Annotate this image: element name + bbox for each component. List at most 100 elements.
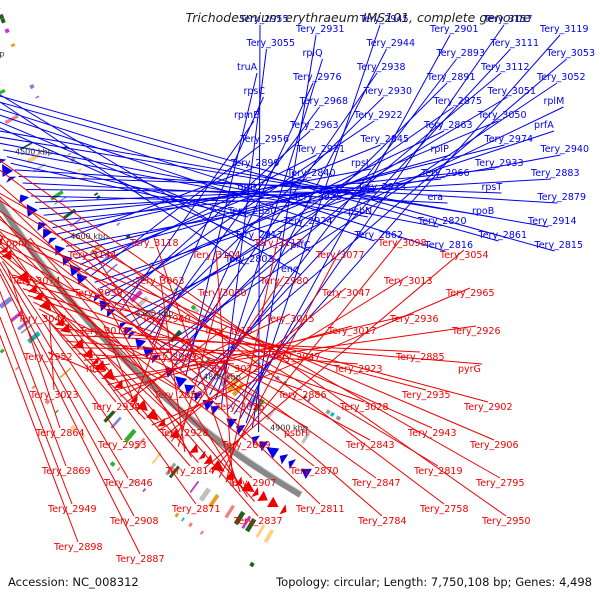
- forward-gene-label: Tery_2901: [429, 24, 479, 35]
- feature-block: [103, 410, 116, 423]
- feature-block: [35, 95, 40, 99]
- leader-line: [43, 315, 117, 403]
- forward-gene-label: Tery_2803: [224, 254, 274, 265]
- reverse-gene-label: Tery_2819: [413, 466, 463, 477]
- reverse-gene-label: Tery_2949: [47, 504, 97, 515]
- reverse-gene-label: Tery_2926: [451, 326, 501, 337]
- forward-gene-label: Tery_2817: [234, 230, 284, 241]
- reverse-gene-label: Tery_2869: [41, 466, 91, 477]
- leader-line: [10, 162, 249, 218]
- feature-block: [44, 398, 51, 405]
- reverse-gene-label: Tery_2943: [407, 428, 457, 439]
- gene-arrow: [26, 204, 38, 217]
- leader-line: [0, 234, 433, 429]
- reverse-gene-label: Tery_2960: [141, 314, 191, 325]
- forward-gene-label: rpsT: [482, 182, 503, 193]
- leader-line: [197, 48, 511, 386]
- feature-block: [0, 348, 5, 354]
- reverse-gene-label: Tery_3045: [265, 314, 315, 325]
- leader-line: [66, 340, 359, 365]
- forward-gene-label: Tery_2862: [354, 230, 404, 241]
- leader-line: [0, 218, 315, 467]
- leader-line: [0, 233, 197, 505]
- leader-line: [14, 169, 558, 204]
- forward-gene-label: Tery_2933: [474, 158, 524, 169]
- genome-backbone-highlight: [0, 196, 303, 493]
- forward-gene-label: Tery_3157: [483, 14, 533, 25]
- reverse-gene-label: pyrG: [458, 364, 481, 375]
- feature-block: [10, 43, 16, 48]
- feature-block: [245, 517, 257, 533]
- forward-gene-label: Tery_2879: [537, 192, 587, 203]
- gene-arrow: [198, 450, 206, 460]
- leader-line: [2, 260, 123, 441]
- feature-block: [181, 517, 185, 522]
- leader-line: [107, 313, 415, 386]
- feature-block: [194, 308, 200, 314]
- feature-block: [54, 409, 59, 414]
- forward-gene-label: Tery_2845: [360, 134, 410, 145]
- feature-block: [307, 397, 312, 403]
- reverse-gene-label: Tery_3039: [73, 288, 123, 299]
- forward-gene-label: Tery_2830: [227, 206, 277, 217]
- feature-block: [199, 530, 204, 535]
- feature-block: [116, 467, 121, 472]
- gene-arrow: [184, 384, 195, 395]
- gene-arrow: [55, 245, 66, 256]
- forward-gene-label: prfA: [534, 120, 554, 131]
- feature-block: [255, 524, 266, 538]
- forward-gene-label: Tery_2944: [366, 38, 416, 49]
- reverse-gene-label: Tery_2814: [165, 466, 215, 477]
- feature-block: [124, 428, 137, 443]
- reverse-gene-label: Tery_2795: [475, 478, 525, 489]
- feature-block: [151, 451, 162, 465]
- reverse-gene-label: Tery_2965: [445, 288, 495, 299]
- leader-line: [47, 351, 96, 373]
- leader-line: [0, 246, 309, 429]
- reverse-gene-label: Tery_2898: [53, 542, 103, 553]
- reverse-gene-label: Tery_2907: [227, 478, 277, 489]
- reverse-gene-label: Tery_2811: [295, 504, 345, 515]
- forward-gene-label: rpsC: [244, 86, 266, 97]
- forward-gene-label: Tery_2914: [527, 216, 577, 227]
- forward-gene-label: Tery_2938: [356, 62, 406, 73]
- forward-gene-label: Tery_2875: [433, 96, 483, 107]
- forward-gene-label: Tery_2922: [353, 110, 403, 121]
- scale-tick-label: 4900 kbp: [270, 423, 308, 432]
- feature-block: [67, 152, 72, 156]
- feature-block: [125, 234, 131, 239]
- feature-block: [173, 287, 178, 292]
- leader-line: [0, 142, 439, 228]
- scale-tick-label: 4600 kbp: [70, 232, 108, 241]
- forward-gene-label: rplM: [544, 96, 565, 107]
- feature-block: [31, 385, 36, 390]
- feature-block: [82, 175, 88, 181]
- leader-line: [0, 136, 493, 218]
- leader-line: [0, 196, 321, 505]
- gene-arrow: [136, 399, 148, 411]
- forward-gene-label: Tery_2891: [426, 72, 476, 83]
- feature-block: [17, 319, 30, 331]
- gene-arrow: [257, 490, 268, 501]
- forward-gene-label: Tery_3112: [480, 62, 530, 73]
- feature-block: [94, 248, 106, 260]
- forward-gene-label: Tery_3055: [246, 38, 296, 49]
- reverse-gene-label: psbH: [284, 428, 308, 439]
- rna-track-reverse: [0, 345, 255, 568]
- feature-block: [249, 561, 255, 568]
- forward-gene-label: Tery_2873: [357, 182, 407, 193]
- feature-block: [0, 296, 13, 309]
- feature-block: [335, 415, 342, 421]
- feature-block: [224, 504, 235, 519]
- forward-gene-label: Tery_2815: [534, 240, 584, 251]
- scale-tick-label: 4400 kbp: [0, 49, 4, 58]
- reverse-gene-label: Tery_3098: [377, 238, 427, 249]
- feature-block: [80, 434, 86, 440]
- leader-line: [38, 308, 179, 391]
- leader-line: [0, 255, 185, 429]
- reverse-gene-label: Tery_3117: [253, 238, 303, 249]
- feature-block: [77, 168, 82, 173]
- reverse-gene-label: Tery_3077: [315, 250, 365, 261]
- reverse-gene-label: ppnK: [6, 238, 31, 249]
